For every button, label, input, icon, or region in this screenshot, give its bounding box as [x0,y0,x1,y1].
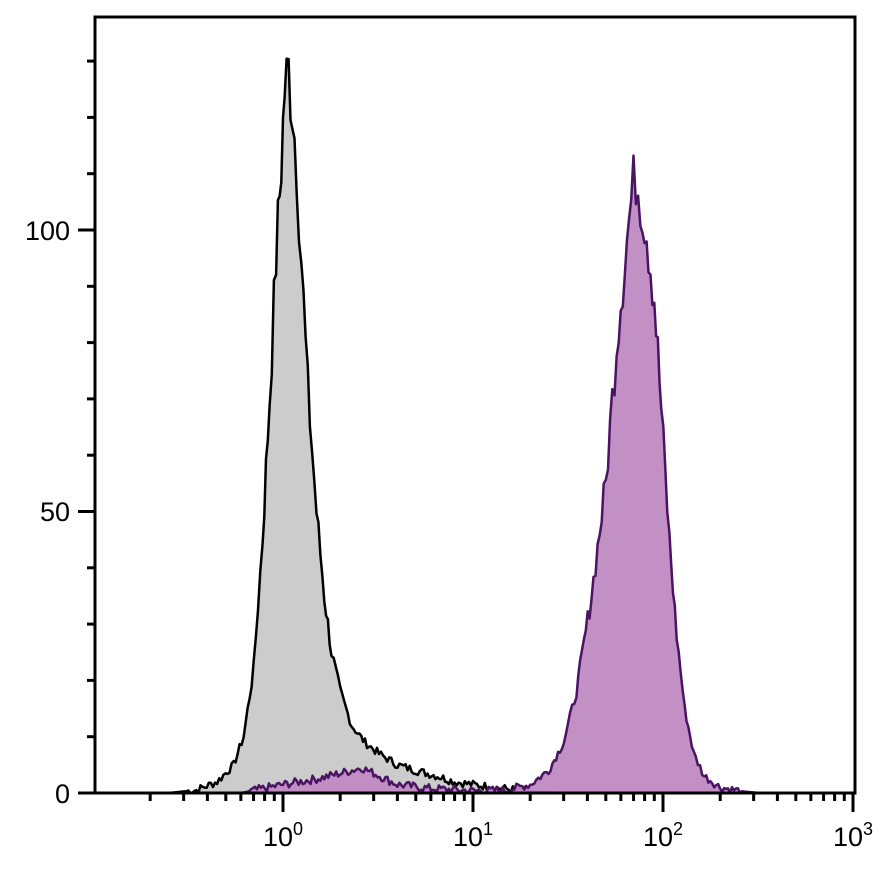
control-histogram-fill [168,58,564,793]
series-layer [168,57,760,795]
stained-histogram-fill [240,155,760,794]
x-tick-label-10e1: 101 [453,819,493,852]
y-tick-label-50: 50 [40,497,70,527]
control-histogram-line [168,57,564,795]
x-axis [148,793,855,812]
x-tick-label-10e3: 103 [833,819,873,852]
plot-frame [93,15,857,795]
y-tick-label-100: 100 [25,216,70,246]
axis-labels: 0 50 100 100 101 102 103 [25,216,873,852]
x-tick-label-10e0: 100 [263,819,303,852]
y-tick-label-0: 0 [55,779,70,809]
x-tick-label-10e2: 102 [643,819,683,852]
y-axis [78,59,95,795]
